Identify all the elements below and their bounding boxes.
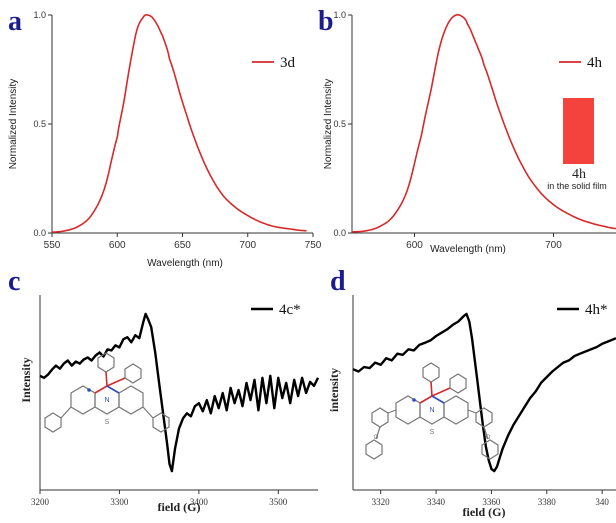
- ring-phenyl-left: [44, 412, 62, 433]
- x-tick-label: 3320: [372, 497, 391, 507]
- chart-panel-d: 3320 3340 3360 3380 340 4h* field (G) intens…: [327, 295, 616, 519]
- atom-n: N: [104, 397, 109, 404]
- x-tick-label: 700: [239, 240, 256, 251]
- panel-letter-b: b: [318, 6, 334, 37]
- atom-n-d: N: [429, 407, 434, 414]
- y-tick-label: 0.0: [33, 228, 46, 238]
- y-axis-label-d: intensity: [327, 368, 341, 412]
- x-tick-label: 750: [305, 240, 322, 251]
- y-axis-label-a: Normalized Intensity: [8, 79, 19, 170]
- x-tick-label: 650: [174, 240, 191, 251]
- inset-caption: in the solid film: [547, 181, 607, 191]
- ring-phenyl-top-right-d: [449, 373, 467, 394]
- x-tick-label: 3340: [427, 497, 446, 507]
- x-tick-label: 700: [545, 240, 562, 251]
- atom-s-d: S: [430, 429, 435, 436]
- chart-panel-b: 600 700 0.0 0.5 1.0 4h Wavelength (nm) Norm…: [323, 10, 616, 255]
- ring-phenoxy-right-d: [481, 439, 499, 460]
- ring-phenyl-top-d: [422, 362, 440, 383]
- x-axis-label-c: field (G): [158, 500, 201, 514]
- chart-panel-a: 550 600 650 700 750 0.0 0.5 1.0 3d Wavelength …: [8, 10, 322, 269]
- legend-label-4h: 4h: [587, 55, 603, 71]
- legend-label-4c: 4c*: [279, 302, 301, 318]
- ring-phenoxy-left-d: [365, 439, 383, 460]
- series-line-3d: [51, 14, 307, 233]
- x-tick-label: 600: [109, 240, 126, 251]
- y-tick-label: 1.0: [333, 10, 346, 20]
- x-axis-label-a: Wavelength (nm): [147, 258, 223, 269]
- ring-right-d: [443, 395, 469, 425]
- x-tick-label: 3400: [190, 497, 209, 507]
- x-axis-label-d: field (G): [463, 505, 506, 519]
- radical-dot-d: [412, 398, 416, 402]
- y-axis-label-b: Normalized Intensity: [323, 79, 334, 170]
- inset-label-4h: 4h: [572, 167, 586, 182]
- ring-right: [118, 385, 144, 415]
- x-tick-label: 3200: [31, 497, 50, 507]
- ring-phenyl-top: [97, 352, 115, 373]
- atom-s: S: [105, 419, 110, 426]
- x-tick-label: 340: [595, 497, 609, 507]
- x-tick-label: 3380: [538, 497, 557, 507]
- panel-letter-c: c: [8, 266, 20, 297]
- ring-left-d: [395, 395, 421, 425]
- y-axis-label-c: Intensity: [19, 357, 33, 402]
- legend-label-3d: 3d: [280, 55, 296, 71]
- series-line-4c: [39, 312, 320, 473]
- x-tick-label: 3500: [269, 497, 288, 507]
- series-line-4h-star: [352, 312, 616, 473]
- ring-left: [70, 385, 96, 415]
- solid-film-swatch: [563, 98, 594, 164]
- y-tick-label: 0.0: [333, 228, 346, 238]
- chart-panel-c: 3200 3300 3400 3500 4c* field (G) Intensity: [19, 295, 320, 514]
- panel-letter-d: d: [330, 266, 346, 297]
- y-tick-label: 0.5: [333, 119, 346, 129]
- series-line-4h: [351, 13, 616, 233]
- molecule-structure-4h: N S O O: [365, 362, 499, 460]
- molecule-structure-4c: N S: [44, 352, 170, 433]
- x-axis-label-b: Wavelength (nm): [430, 244, 506, 255]
- atom-o-right-d: O: [486, 435, 491, 441]
- legend-label-4h-star: 4h*: [585, 302, 608, 318]
- atom-o-left-d: O: [374, 435, 379, 441]
- x-tick-label: 600: [406, 240, 423, 251]
- ring-phenyl-top-right: [124, 363, 142, 384]
- y-tick-label: 1.0: [33, 10, 46, 20]
- ring-aryl-left-d: [371, 407, 389, 428]
- ring-aryl-right-d: [475, 407, 493, 428]
- x-tick-label: 3300: [110, 497, 129, 507]
- x-tick-label: 3360: [482, 497, 501, 507]
- y-tick-label: 0.5: [33, 119, 46, 129]
- radical-dot: [87, 388, 91, 392]
- ring-phenyl-right: [152, 412, 170, 433]
- x-tick-label: 550: [44, 240, 61, 251]
- panel-letter-a: a: [8, 6, 22, 37]
